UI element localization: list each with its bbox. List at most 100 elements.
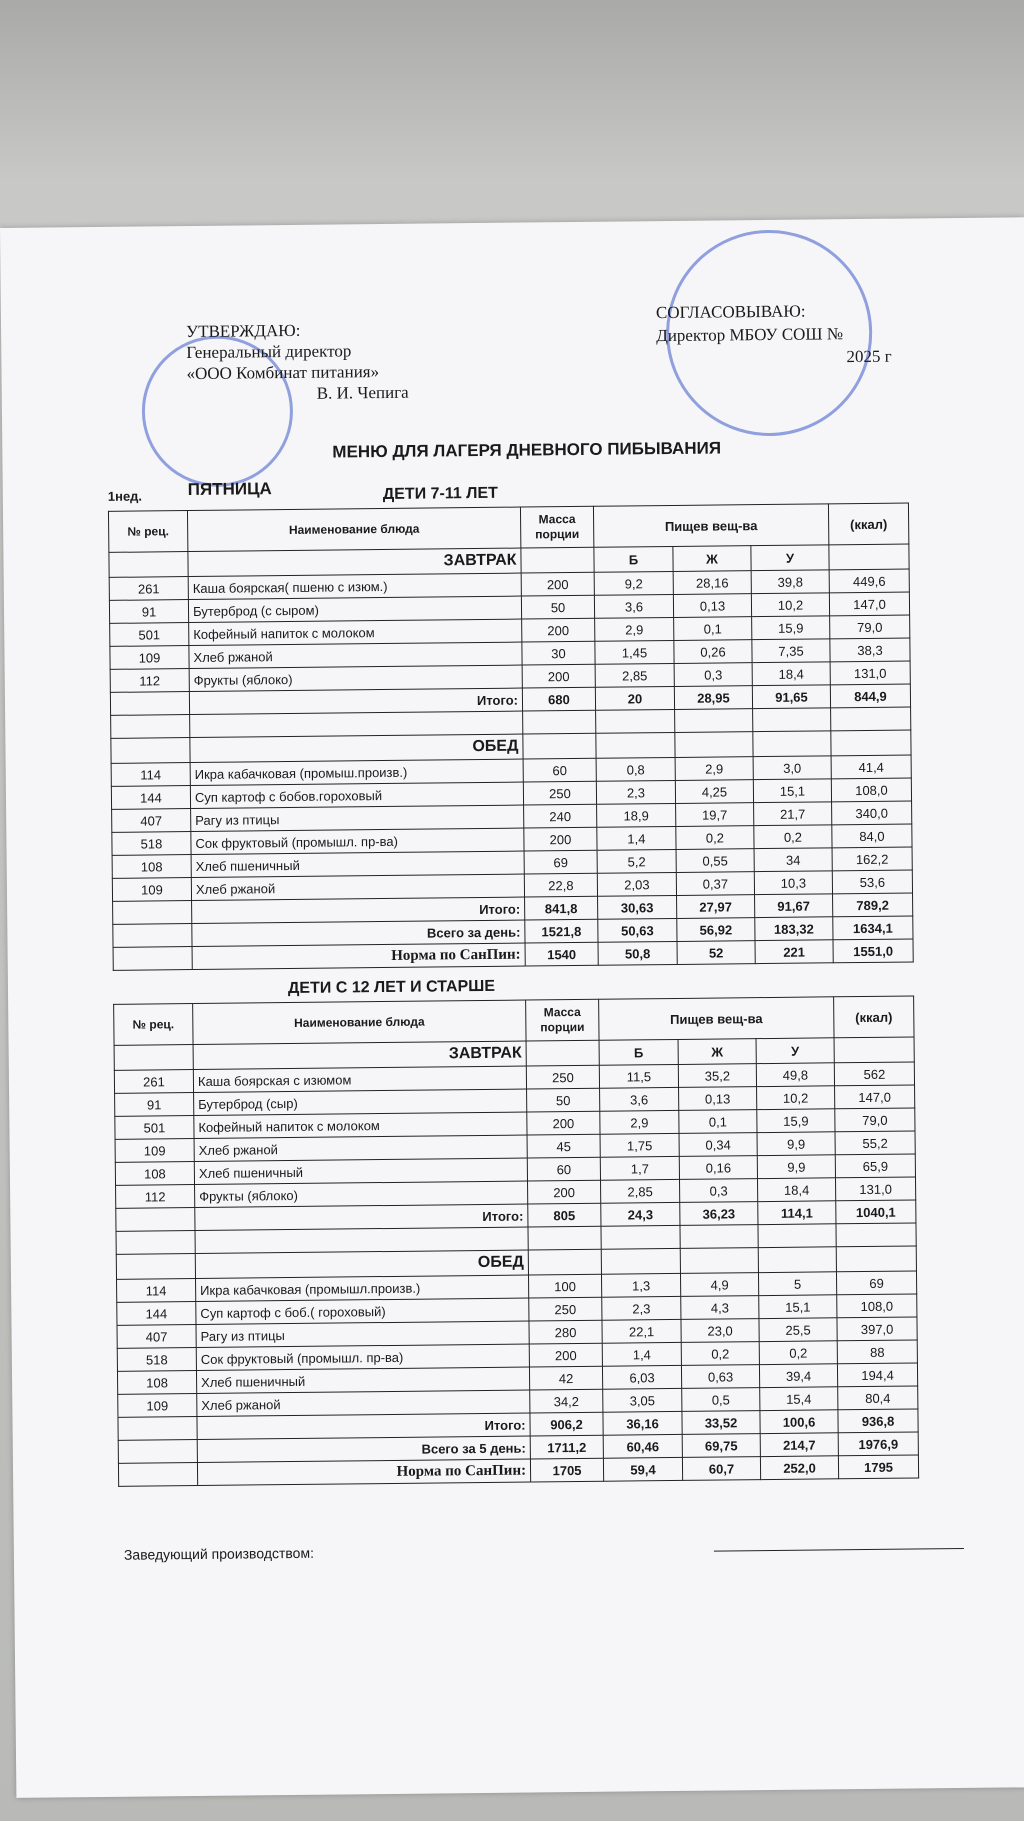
section-title: ОБЕД [195,1250,529,1279]
header-cell: (ккал) [828,503,909,545]
dish-value: 15,4 [759,1386,838,1411]
header-cell: № рец. [108,510,188,553]
dish-value: 23,0 [680,1318,760,1343]
total-value: 50,63 [597,918,678,943]
total-value: 56,92 [676,917,756,942]
agree-block: СОГЛАСОВЫВАЮ: Директор МБОУ СОШ № 2025 г [656,299,892,370]
dish-name: Кофейный напиток с молоком [193,1112,528,1139]
agree-line: Директор МБОУ СОШ № [656,324,844,346]
dish-value: 15,9 [756,1108,836,1133]
cell [522,710,596,735]
dish-value: 39,4 [759,1363,838,1388]
approve-block: УТВЕРЖДАЮ: Генеральный директор «ООО Ком… [186,319,409,405]
dish-value: 200 [526,1111,601,1136]
cell [108,551,189,578]
menu-table: № рец. Наименование блюда Масса порции Пище… [113,995,919,1487]
dish-value: 91 [109,599,189,624]
dish-value: 88 [837,1339,918,1364]
dish-value: 0,2 [675,825,755,850]
signature-line [713,1547,964,1552]
dish-value: 10,3 [754,870,833,895]
cell [520,547,595,574]
total-value: 59,4 [603,1457,683,1482]
dish-value: 1,7 [600,1156,680,1181]
cell [112,900,192,925]
dish-value: 79,0 [834,1107,916,1132]
dish-value: 2,3 [601,1296,681,1321]
cell [110,714,190,739]
dish-value: 21,7 [753,801,832,826]
dish-value: 250 [526,1065,600,1090]
dish-name: Кофейный напиток с молоком [188,619,522,646]
dish-value: 9,2 [594,571,674,596]
dish-name: Сок фруктовый (промышл. пр-ва) [190,828,525,855]
dish-value: 5 [758,1271,837,1296]
dish-value: 200 [527,1180,601,1205]
dish-value: 0,63 [681,1364,760,1389]
cell [116,1253,196,1280]
dish-value: 3,6 [594,594,674,619]
cell [528,1249,602,1276]
dish-value: 41,4 [831,754,912,779]
cell [118,1462,198,1487]
dish-value: 28,16 [673,570,752,595]
total-value: 789,2 [832,892,913,917]
cell [595,709,675,734]
dish-name: Суп картоф с боб.( гороховый) [195,1298,529,1325]
dish-value: 9,9 [757,1131,836,1156]
dish-name: Хлеб ржаной [194,1135,528,1162]
cell [830,729,912,756]
dish-value: 144 [111,785,191,810]
dish-value: 65,9 [835,1153,916,1178]
cell [595,732,676,759]
dish-name: Бутерброд (с сыром) [188,596,522,623]
dish-name: Икра кабачковая (промыш.произв.) [190,759,524,786]
total-value: 60,46 [603,1434,683,1459]
dish-value: 144 [116,1301,196,1326]
header-cell: № рец. [113,1003,194,1046]
approve-line: Генеральный директор [186,341,352,363]
dish-value: 114 [111,762,191,787]
dish-value: 2,9 [594,617,674,642]
dish-value: 562 [834,1061,915,1086]
total-label: Всего за 5 день: [197,1436,531,1463]
dish-name: Хлеб пшеничный [191,851,525,878]
dish-value: 109 [115,1138,195,1163]
total-value: 841,8 [524,896,598,921]
total-value: 91,65 [752,684,831,709]
footer-label: Заведующий производством: [123,1544,315,1563]
total-value: 936,8 [837,1408,919,1433]
dish-value: 53,6 [832,869,913,894]
cell [674,731,754,758]
dish-value: 147,0 [834,1084,915,1109]
agree-title: СОГЛАСОВЫВАЮ: [655,301,806,323]
cell [117,1416,198,1441]
dish-name: Рагу из птицы [190,805,524,832]
dish-value: 1,4 [596,826,677,851]
dish-value: 2,85 [595,663,675,688]
dish-value: 50 [521,595,595,620]
dish-value: 15,1 [753,778,832,803]
dish-name: Икра кабачковая (промышл.произв.) [195,1275,529,1302]
section-title: ОБЕД [189,734,524,763]
dish-value: 80,4 [837,1385,918,1410]
day: ПЯТНИЦА [187,479,272,500]
dish-value: 35,2 [678,1063,757,1088]
cell [752,730,832,757]
dish-value: 38,3 [829,637,911,662]
dish-value: 407 [116,1324,197,1349]
cell [836,1245,917,1272]
dish-value: 18,4 [752,661,831,686]
dish-value: 0,2 [759,1340,838,1365]
total-value: 36,16 [602,1411,683,1436]
total-value: 27,97 [676,894,755,919]
week: 1нед. [107,488,143,504]
dish-value: 1,45 [594,640,675,665]
dish-value: 25,5 [758,1317,838,1342]
total-value: 28,95 [674,685,753,710]
dish-value: 15,9 [751,615,830,640]
total-value: 1711,2 [530,1435,604,1460]
cell [116,1230,196,1255]
dish-value: 60 [527,1157,601,1182]
